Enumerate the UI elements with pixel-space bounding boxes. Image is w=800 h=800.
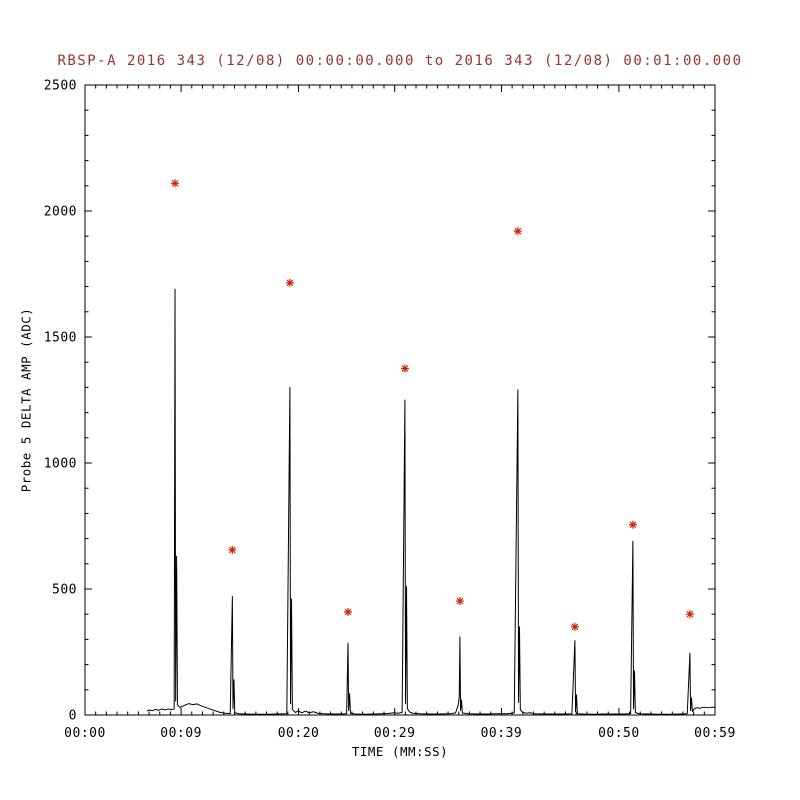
svg-text:1500: 1500: [44, 331, 77, 346]
peak-asterisk-icon: [400, 364, 409, 373]
peak-asterisk-icon: [455, 597, 464, 606]
y-axis-ticks: 0 500 1000 1500 2000 2500: [44, 79, 715, 724]
x-axis-label: TIME (MM:SS): [351, 744, 449, 759]
svg-text:0: 0: [69, 709, 77, 724]
peak-asterisk-icon: [343, 607, 352, 616]
peak-markers: [171, 179, 694, 631]
svg-text:1000: 1000: [44, 457, 77, 472]
data-trace: [146, 288, 715, 715]
peak-asterisk-icon: [228, 545, 237, 554]
svg-text:00:59: 00:59: [694, 726, 736, 741]
svg-text:00:39: 00:39: [481, 726, 523, 741]
peak-asterisk-icon: [171, 179, 180, 188]
svg-text:2000: 2000: [44, 205, 77, 220]
chart-title: RBSP-A 2016 343 (12/08) 00:00:00.000 to …: [57, 53, 743, 69]
peak-asterisk-icon: [513, 227, 522, 236]
svg-text:00:09: 00:09: [160, 726, 202, 741]
svg-text:500: 500: [52, 583, 77, 598]
svg-text:00:20: 00:20: [278, 726, 320, 741]
plot-frame: [84, 84, 716, 716]
peak-asterisk-icon: [285, 278, 294, 287]
peak-asterisk-icon: [570, 622, 579, 631]
peak-asterisk-icon: [685, 610, 694, 619]
svg-text:00:50: 00:50: [598, 726, 640, 741]
svg-text:2500: 2500: [44, 79, 77, 94]
peak-asterisk-icon: [628, 520, 637, 529]
svg-text:00:00: 00:00: [64, 726, 106, 741]
x-axis-ticks: 00:00 00:09 00:20 00:29 00:39 00:50 00:59: [64, 85, 736, 741]
axis-minor-ticks: [85, 85, 715, 715]
svg-text:00:29: 00:29: [374, 726, 416, 741]
